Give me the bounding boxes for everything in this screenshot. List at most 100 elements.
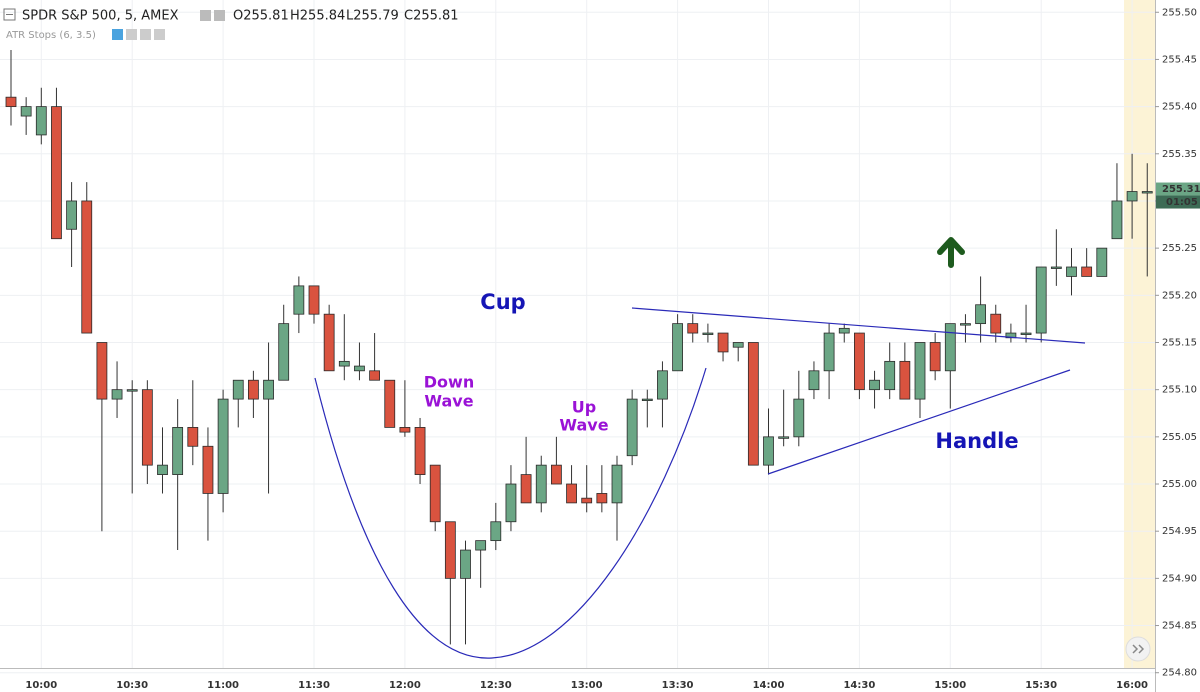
- candle-body: [505, 483, 517, 523]
- y-tick-label: 255.25: [1162, 243, 1197, 254]
- candle-body: [429, 464, 441, 523]
- countdown-box: [1156, 195, 1200, 209]
- candle-body: [657, 370, 668, 400]
- y-tick-label: 255.40: [1162, 102, 1197, 113]
- collapse-icon[interactable]: [3, 8, 16, 21]
- candle-body: [414, 427, 426, 475]
- candle-body: [66, 200, 77, 230]
- y-tick-label: 255.45: [1162, 54, 1197, 65]
- candle-body: [354, 365, 365, 372]
- x-tick-label: 10:30: [116, 680, 148, 691]
- y-tick-label: 255.10: [1162, 385, 1197, 396]
- icon[interactable]: [112, 29, 123, 40]
- candle-body: [838, 327, 850, 334]
- handle-lower-line: [767, 369, 1071, 475]
- indicator-label: ATR Stops (6, 3.5): [6, 30, 96, 41]
- candle-body: [399, 427, 411, 433]
- y-tick-label: 255.15: [1162, 337, 1197, 348]
- icon[interactable]: [200, 10, 211, 21]
- candle-body: [1126, 191, 1138, 202]
- candle-body: [1066, 266, 1077, 277]
- candle-body: [444, 521, 456, 579]
- x-tick-label: 12:00: [389, 680, 421, 691]
- candle-body: [702, 332, 714, 335]
- candle-body: [308, 285, 320, 315]
- candle-body: [581, 497, 593, 504]
- candle-body: [672, 323, 683, 372]
- candle-body: [157, 464, 168, 475]
- icon[interactable]: [154, 29, 165, 40]
- candle-body: [1081, 266, 1093, 277]
- x-tick-label: 15:00: [934, 680, 966, 691]
- y-tick-label: 254.95: [1162, 526, 1197, 537]
- x-tick-label: 16:00: [1116, 680, 1148, 691]
- candle-body: [808, 370, 820, 391]
- candle-body: [1020, 332, 1032, 335]
- icon[interactable]: [140, 29, 151, 40]
- candle-body: [338, 360, 350, 367]
- candle-body: [747, 342, 759, 466]
- candle-body: [929, 342, 941, 372]
- y-tick-label: 254.90: [1162, 573, 1197, 584]
- x-tick-label: 14:00: [753, 680, 785, 691]
- ohlc-open: O255.81: [233, 9, 289, 24]
- candle-body: [793, 398, 805, 438]
- candle-body: [263, 379, 274, 400]
- y-tick-label: 254.80: [1162, 668, 1197, 679]
- candle-body: [247, 379, 259, 400]
- candle-body: [384, 379, 396, 428]
- candle-body: [990, 313, 1002, 334]
- annotation: Wave: [424, 392, 473, 411]
- icon[interactable]: [214, 10, 225, 21]
- annotation: Handle: [935, 429, 1018, 453]
- ohlc-high: H255.84: [290, 9, 345, 24]
- annotation: Cup: [480, 290, 525, 314]
- candle-body: [1050, 266, 1062, 269]
- candle-body: [460, 549, 471, 579]
- candle-body: [626, 398, 638, 457]
- x-tick-label: 10:00: [25, 680, 57, 691]
- candle-body: [1111, 200, 1123, 240]
- candle-body: [884, 360, 896, 391]
- annotation: Up: [572, 398, 596, 417]
- y-tick-label: 255.00: [1162, 479, 1197, 490]
- candle-body: [717, 332, 729, 353]
- last-price-label: 255.31: [1162, 184, 1200, 195]
- annotation: Down: [424, 373, 474, 392]
- candle-body: [278, 323, 290, 381]
- symbol-title: SPDR S&P 500, 5, AMEX: [22, 9, 179, 24]
- candle-body: [293, 285, 305, 315]
- ohlc-close: C255.81: [404, 9, 459, 24]
- candle-body: [823, 332, 835, 372]
- x-tick-label: 11:00: [207, 680, 239, 691]
- candle-body: [535, 464, 547, 504]
- candle-body: [369, 370, 381, 381]
- y-tick-label: 255.50: [1162, 7, 1197, 18]
- candle-body: [763, 436, 774, 466]
- x-tick-label: 15:30: [1025, 680, 1057, 691]
- candle-body: [111, 389, 123, 400]
- candle-body: [732, 342, 744, 348]
- candle-body: [1035, 266, 1047, 334]
- candle-body: [960, 323, 971, 326]
- candle-body: [1096, 247, 1108, 277]
- candle-body: [869, 379, 880, 391]
- handle-upper-line: [631, 307, 1086, 344]
- cup-curve: [314, 367, 707, 659]
- candle-body: [641, 398, 653, 402]
- candle-body: [520, 474, 532, 504]
- annotation: Wave: [559, 416, 608, 435]
- session-highlight: [1124, 0, 1155, 668]
- candle-body: [899, 360, 911, 400]
- icon[interactable]: [126, 29, 137, 40]
- candle-body: [172, 427, 184, 475]
- candle-body: [126, 389, 138, 392]
- candle-body: [81, 200, 93, 334]
- candle-body: [475, 540, 487, 551]
- ohlc-low: L255.79: [346, 9, 399, 24]
- countdown-label: 01:05: [1166, 197, 1198, 208]
- price-axis: [1155, 0, 1200, 692]
- candles: [5, 50, 1153, 645]
- candle-body: [35, 106, 47, 136]
